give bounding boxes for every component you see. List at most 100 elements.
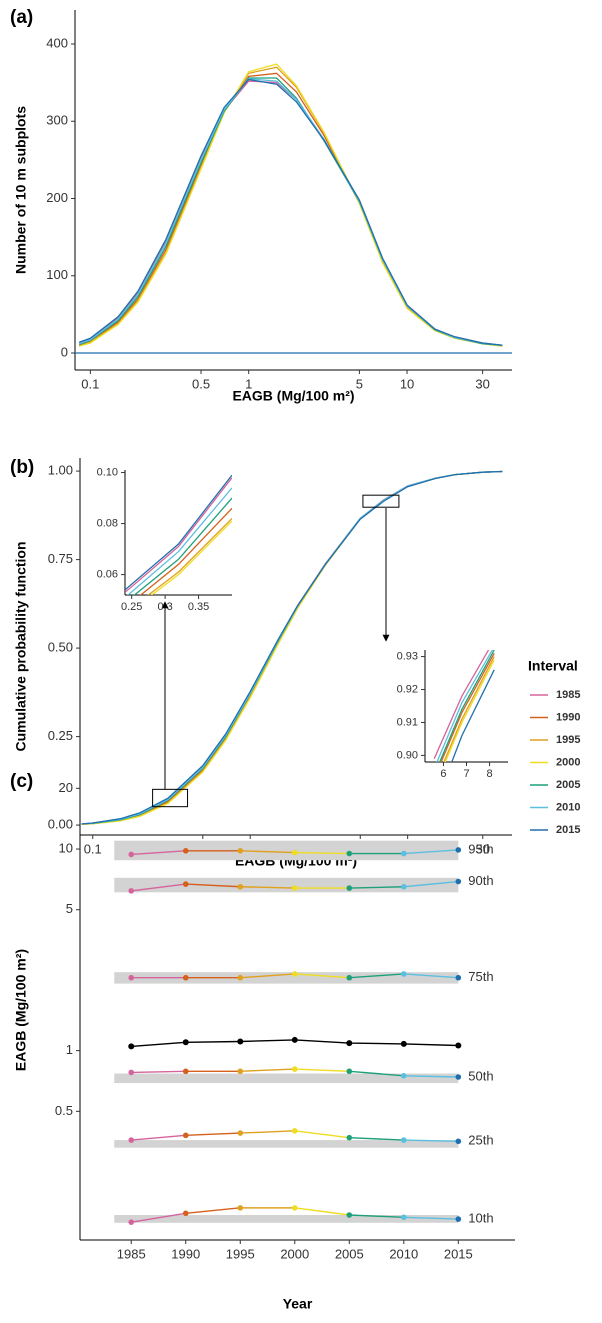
series-line xyxy=(439,650,495,762)
x-tick-label: 7 xyxy=(463,768,469,780)
percentile-band xyxy=(114,1215,459,1223)
percentile-point xyxy=(455,1138,462,1145)
percentile-point xyxy=(128,974,135,981)
x-axis-title: EAGB (Mg/100 m²) xyxy=(232,388,354,404)
x-tick-label: 0.25 xyxy=(121,601,142,613)
x-tick-label: 0.1 xyxy=(81,376,99,391)
panel-tag: (a) xyxy=(10,7,33,28)
panel-tag: (c) xyxy=(10,771,33,792)
y-tick-label: 100 xyxy=(46,267,68,282)
percentile-segment xyxy=(131,1134,186,1141)
percentile-label: 25th xyxy=(468,1133,493,1148)
series-line xyxy=(147,518,232,595)
series-line xyxy=(78,77,503,346)
percentile-segment xyxy=(403,1075,459,1078)
percentile-label: 90th xyxy=(468,873,493,888)
series-line xyxy=(125,474,232,591)
overlay-point xyxy=(182,1039,189,1046)
percentile-point xyxy=(237,974,244,981)
percentile-point xyxy=(128,888,135,894)
y-tick-label: 200 xyxy=(46,190,68,205)
percentile-point xyxy=(291,885,298,891)
percentile-segment xyxy=(131,850,186,856)
series-line xyxy=(81,470,503,825)
x-tick-label: 8 xyxy=(486,768,492,780)
plot-area xyxy=(125,474,232,595)
percentile-segment xyxy=(403,880,459,888)
percentile-point xyxy=(400,1214,407,1221)
y-tick-label: 0.50 xyxy=(48,640,73,655)
percentile-segment xyxy=(294,1207,350,1216)
percentile-segment xyxy=(403,1216,459,1220)
series-line xyxy=(79,63,503,347)
percentile-segment xyxy=(403,973,459,979)
percentile-point xyxy=(237,1130,244,1136)
percentile-point xyxy=(346,1068,353,1075)
percentile-point xyxy=(237,1068,244,1075)
percentile-point xyxy=(455,847,462,853)
percentile-segment xyxy=(185,1207,241,1214)
series-line xyxy=(139,507,232,595)
plot-area xyxy=(75,63,512,354)
percentile-point xyxy=(346,850,353,857)
percentile-point xyxy=(291,1066,298,1072)
x-tick-label: 30 xyxy=(476,841,490,856)
percentile-point xyxy=(237,883,244,890)
y-tick-label: 10 xyxy=(59,840,73,855)
x-tick-label: 2005 xyxy=(335,1246,364,1261)
percentile-point xyxy=(128,851,135,858)
series-line xyxy=(81,470,503,825)
percentile-band xyxy=(114,840,459,861)
percentile-point xyxy=(182,1068,189,1075)
overlay-point xyxy=(291,1036,298,1043)
percentile-point xyxy=(455,1074,462,1080)
y-tick-label: 0.5 xyxy=(55,1103,73,1118)
y-axis-title: Number of 10 m subplots xyxy=(13,106,29,274)
percentile-point xyxy=(291,1205,298,1211)
x-tick-label: 1985 xyxy=(117,1246,146,1261)
series-line xyxy=(125,477,232,593)
series-line xyxy=(443,656,495,762)
x-tick-label: 10 xyxy=(400,376,414,391)
percentile-point xyxy=(346,885,353,891)
percentile-label: 10th xyxy=(468,1211,493,1226)
series-line xyxy=(78,72,503,346)
y-tick-label: 20 xyxy=(59,780,73,795)
legend-label: 2010 xyxy=(556,801,580,813)
series-line xyxy=(81,470,503,825)
percentile-point xyxy=(182,974,189,981)
x-tick-label: 30 xyxy=(475,376,489,391)
percentile-point xyxy=(237,1205,244,1211)
series-line xyxy=(81,470,503,826)
percentile-band xyxy=(114,972,459,984)
percentile-point xyxy=(455,974,462,981)
percentile-point xyxy=(455,1216,462,1222)
y-tick-label: 0.91 xyxy=(397,716,418,728)
overlay-point xyxy=(346,1040,353,1047)
x-tick-label: 1 xyxy=(245,376,252,391)
percentile-segment xyxy=(185,1132,241,1137)
x-tick-label: 0.3 xyxy=(157,601,172,613)
percentile-segment xyxy=(185,883,241,888)
plot-area xyxy=(81,470,503,826)
percentile-segment xyxy=(403,849,459,855)
y-tick-label: 5 xyxy=(66,901,73,916)
percentile-segment xyxy=(349,1136,404,1141)
legend-label: 1995 xyxy=(556,734,580,746)
percentile-point xyxy=(400,1073,407,1079)
overlay-point xyxy=(455,1042,462,1049)
x-tick-label: 2000 xyxy=(280,1246,309,1261)
plot-area xyxy=(433,650,495,762)
x-tick-label: 1995 xyxy=(226,1246,255,1261)
percentile-segment xyxy=(131,883,186,892)
y-axis-title: EAGB (Mg/100 m²) xyxy=(13,949,29,1071)
percentile-segment xyxy=(294,1130,350,1139)
y-tick-label: 1 xyxy=(66,1042,73,1057)
y-tick-label: 0.93 xyxy=(397,650,418,662)
percentile-point xyxy=(346,1134,353,1141)
percentile-segment xyxy=(240,1068,295,1072)
y-tick-label: 0.75 xyxy=(48,551,73,566)
percentile-point xyxy=(182,1210,189,1217)
percentile-point xyxy=(237,848,244,854)
